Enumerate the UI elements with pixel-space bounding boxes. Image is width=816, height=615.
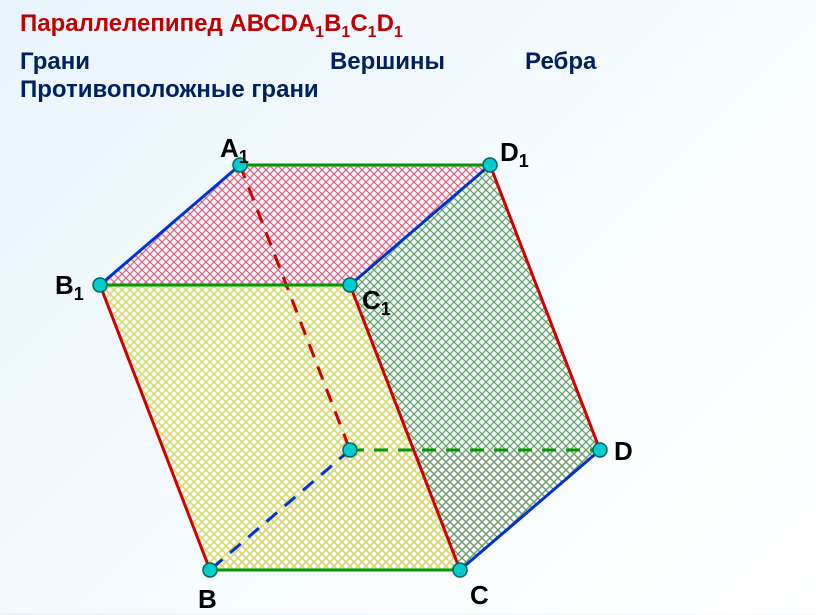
label-D1: D1 xyxy=(500,137,529,172)
label-B1: B1 xyxy=(55,270,84,305)
term-edges: Ребра xyxy=(525,48,596,76)
parallelepiped-diagram xyxy=(50,130,670,600)
term-vertices: Вершины xyxy=(330,48,445,76)
title-line: Параллелепипед АВСDA1B1C1D1 xyxy=(20,10,796,42)
faces-layer xyxy=(100,165,600,570)
terms-line: Грани Вершины Ребра xyxy=(20,48,796,76)
label-C1: C1 xyxy=(362,285,391,320)
label-A1: A1 xyxy=(220,133,249,168)
label-C: C xyxy=(470,580,489,611)
term-opposite: Противоположные грани xyxy=(20,76,796,104)
title-area: Параллелепипед АВСDA1B1C1D1 Грани Вершин… xyxy=(20,10,796,104)
label-D: D xyxy=(614,436,633,467)
label-B: B xyxy=(198,584,217,615)
title-name: АВСDA1B1C1D1 xyxy=(229,10,402,37)
title-prefix: Параллелепипед xyxy=(20,10,223,37)
term-faces: Грани xyxy=(20,48,90,76)
